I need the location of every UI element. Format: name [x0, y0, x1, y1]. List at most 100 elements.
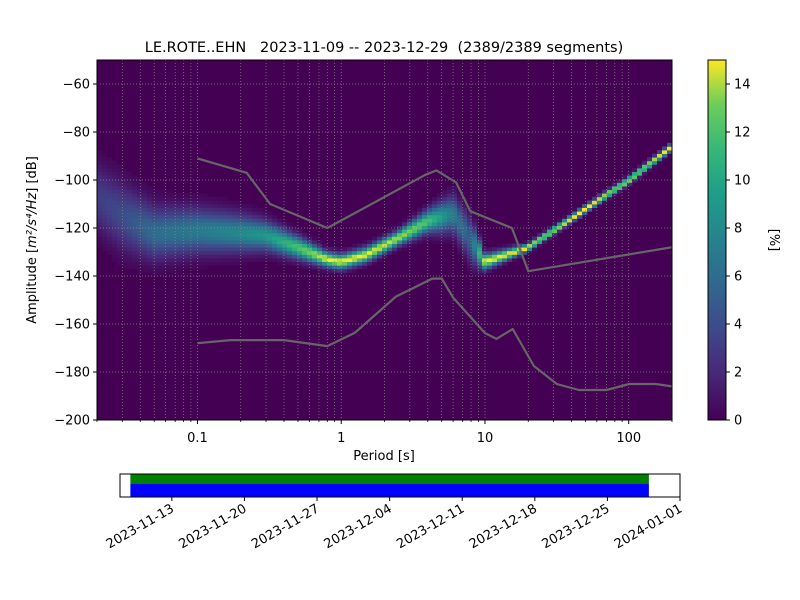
- heatmap-cell: [187, 265, 193, 270]
- heatmap-cell: [222, 204, 228, 208]
- heatmap-cell: [582, 207, 588, 212]
- heatmap-cell: [102, 240, 108, 244]
- heatmap-cell: [292, 250, 298, 255]
- heatmap-cell: [152, 214, 158, 219]
- heatmap-cell: [242, 211, 248, 216]
- heatmap-cell: [512, 254, 518, 259]
- heatmap-cell: [122, 175, 128, 180]
- heatmap-cell: [192, 261, 198, 266]
- heatmap-cell: [317, 265, 323, 270]
- heatmap-cell: [237, 218, 243, 223]
- heatmap-cell: [302, 232, 308, 237]
- heatmap-cell: [342, 247, 348, 252]
- heatmap-cell: [412, 214, 418, 219]
- heatmap-cell: [217, 218, 223, 223]
- heatmap-cell: [437, 229, 443, 234]
- heatmap-cell: [242, 243, 248, 248]
- heatmap-cell: [247, 243, 253, 248]
- heatmap-cell: [112, 211, 118, 216]
- heatmap-cell: [222, 240, 228, 244]
- heatmap-cell: [337, 254, 343, 259]
- heatmap-cell: [227, 222, 233, 226]
- heatmap-cell: [282, 225, 288, 230]
- heatmap-cell: [177, 265, 183, 270]
- heatmap-cell: [537, 232, 543, 237]
- heatmap-cell: [417, 211, 423, 216]
- heatmap-cell: [292, 243, 298, 248]
- heatmap-cell: [147, 218, 153, 223]
- heatmap-cell: [447, 236, 453, 241]
- heatmap-cell: [127, 200, 133, 205]
- timeline-ticks: 2023-11-13 2023-11-20 2023-11-27 2023-12-04…: [104, 497, 685, 552]
- heatmap-cell: [577, 207, 583, 212]
- heatmap-cell: [462, 254, 468, 259]
- heatmap-cell: [147, 243, 153, 248]
- heatmap-cell: [362, 254, 368, 259]
- heatmap-cell: [147, 236, 153, 241]
- heatmap-cell: [127, 193, 133, 198]
- heatmap-cell: [592, 207, 598, 212]
- heatmap-cell: [642, 171, 648, 176]
- heatmap-cell: [297, 258, 303, 262]
- heatmap-cell: [287, 247, 293, 252]
- colorbar-label: [%]: [766, 229, 781, 252]
- heatmap-cell: [187, 243, 193, 248]
- heatmap-cell: [282, 261, 288, 266]
- heatmap-cell: [167, 211, 173, 216]
- heatmap-cell: [327, 254, 333, 259]
- heatmap-cell: [437, 193, 443, 198]
- heatmap-cell: [492, 247, 498, 252]
- heatmap-cell: [597, 204, 603, 208]
- heatmap-cell: [282, 254, 288, 259]
- heatmap-cell: [232, 243, 238, 248]
- heatmap-cell: [237, 240, 243, 244]
- heatmap-cell: [207, 240, 213, 244]
- heatmap-cell: [157, 236, 163, 241]
- heatmap-cell: [157, 268, 163, 273]
- heatmap-cell: [172, 204, 178, 208]
- heatmap-cell: [182, 214, 188, 219]
- heatmap-cell: [107, 214, 113, 219]
- heatmap-cell: [137, 193, 143, 198]
- heatmap-cell: [447, 204, 453, 208]
- heatmap-cell: [117, 218, 123, 223]
- heatmap-cell: [337, 261, 343, 266]
- heatmap-cell: [97, 171, 103, 176]
- heatmap-cell: [132, 196, 138, 201]
- heatmap-cell: [217, 254, 223, 259]
- heatmap-cell: [132, 250, 138, 255]
- heatmap-cell: [292, 261, 298, 266]
- heatmap-cell: [152, 232, 158, 237]
- heatmap-cell: [157, 272, 163, 277]
- heatmap-cell: [267, 218, 273, 223]
- heatmap-cell: [187, 218, 193, 223]
- heatmap-cell: [272, 247, 278, 252]
- heatmap-cell: [617, 186, 623, 190]
- heatmap-cell: [147, 200, 153, 205]
- heatmap-cell: [437, 232, 443, 237]
- heatmap-cell: [462, 214, 468, 219]
- heatmap-cell: [177, 261, 183, 266]
- heatmap-cell: [112, 222, 118, 226]
- heatmap-cell: [407, 222, 413, 226]
- heatmap-cell: [437, 200, 443, 205]
- heatmap-cell: [262, 214, 268, 219]
- heatmap-cell: [157, 254, 163, 259]
- heatmap-cell: [182, 225, 188, 230]
- heatmap-cell: [442, 229, 448, 234]
- heatmap-cell: [172, 200, 178, 205]
- heatmap-cell: [322, 265, 328, 270]
- heatmap-cell: [152, 229, 158, 234]
- heatmap-cell: [352, 254, 358, 259]
- heatmap-cell: [197, 218, 203, 223]
- heatmap-cell: [242, 236, 248, 241]
- heatmap-cell: [212, 214, 218, 219]
- heatmap-cell: [222, 218, 228, 223]
- heatmap-cell: [467, 254, 473, 259]
- heatmap-cell: [177, 225, 183, 230]
- heatmap-cell: [127, 236, 133, 241]
- heatmap-cell: [142, 225, 148, 230]
- heatmap-cell: [157, 207, 163, 212]
- heatmap-cell: [342, 250, 348, 255]
- heatmap-cell: [227, 229, 233, 234]
